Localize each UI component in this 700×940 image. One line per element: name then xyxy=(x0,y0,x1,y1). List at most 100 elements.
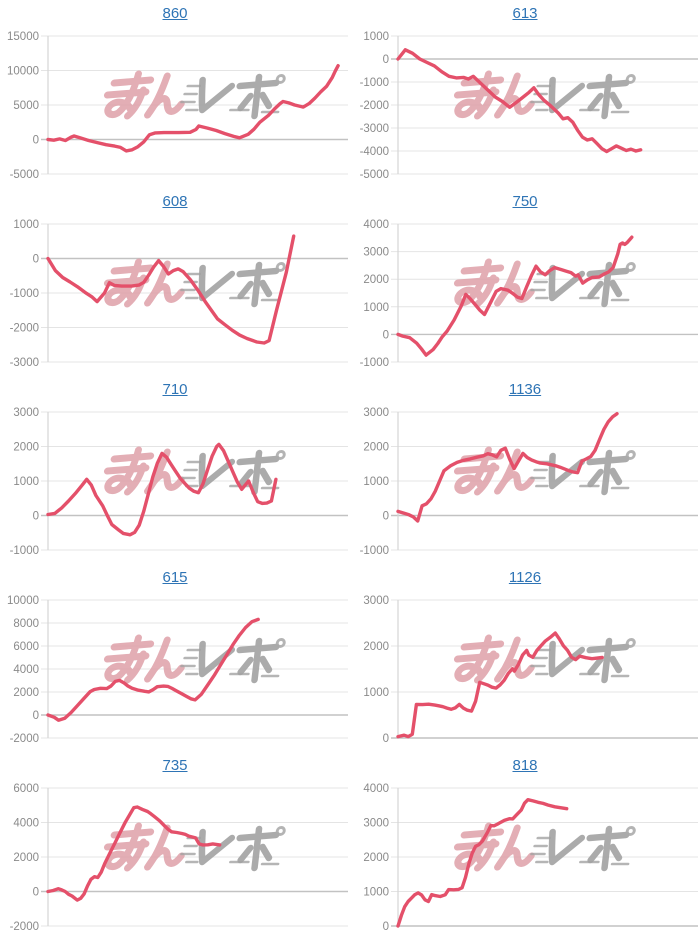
series-line xyxy=(46,234,296,345)
y-axis-label: 10000 xyxy=(7,66,39,78)
y-axis-label: -1000 xyxy=(10,288,39,300)
chart-title-link[interactable]: 735 xyxy=(162,757,188,774)
y-axis-label: 4000 xyxy=(363,783,389,795)
watermark-speed-lines xyxy=(530,84,630,114)
y-axis-label: 1000 xyxy=(13,219,39,231)
chart-title-link[interactable]: 1136 xyxy=(508,381,542,398)
y-axis-label: 4000 xyxy=(13,818,39,830)
chart-cell: 860 15000 10000 5000 0 -5000 xyxy=(0,0,350,188)
y-axis-label: 0 xyxy=(33,887,39,899)
y-axis-label: 0 xyxy=(33,254,39,266)
watermark-speed-lines xyxy=(180,648,280,678)
chart-cell: 615 10000 8000 6000 4000 2000 0 -2000 xyxy=(0,564,350,752)
series-line xyxy=(46,64,340,153)
chart-plot: 1000 0 -1000 -2000 -3000 -4000 -5000 xyxy=(360,31,698,181)
watermark-gray-part xyxy=(548,637,636,684)
chart-title-row: 613 xyxy=(350,0,700,24)
y-axis-label: -2000 xyxy=(10,921,39,933)
series-line xyxy=(396,48,643,154)
chart-cell: 735 6000 4000 2000 0 -2000 xyxy=(0,752,350,940)
y-axis-label: -2000 xyxy=(10,323,39,335)
y-axis-label: 1000 xyxy=(13,476,39,488)
chart-title-row: 608 xyxy=(0,188,350,212)
watermark-pink-part xyxy=(103,446,185,496)
y-axis-label: 6000 xyxy=(13,783,39,795)
y-axis-label: 2000 xyxy=(363,641,389,653)
y-axis-label: 3000 xyxy=(363,247,389,259)
y-axis-label: 0 xyxy=(383,921,389,933)
chart-plot: 3000 2000 1000 0 xyxy=(363,595,698,745)
series-line xyxy=(396,411,619,523)
y-axis-label: 10000 xyxy=(7,595,39,607)
y-axis-label: 0 xyxy=(33,710,39,722)
watermark-gray-part xyxy=(548,73,636,120)
chart-plot: 10000 8000 6000 4000 2000 0 -2000 xyxy=(7,595,348,745)
series-line xyxy=(396,631,604,739)
chart-title-link[interactable]: 1126 xyxy=(508,569,542,586)
chart-title-row: 735 xyxy=(0,752,350,776)
y-axis-label: -5000 xyxy=(10,169,39,181)
watermark-speed-lines xyxy=(530,648,630,678)
chart-cell: 608 1000 0 -1000 -2000 -3000 xyxy=(0,188,350,376)
chart-title-row: 615 xyxy=(0,564,350,588)
series-line xyxy=(46,442,278,537)
chart-cell: 818 4000 3000 2000 1000 0 xyxy=(350,752,700,940)
y-axis-label: -4000 xyxy=(360,146,389,158)
chart-plot: 4000 3000 2000 1000 0 -1000 xyxy=(360,219,698,369)
minrepo-watermark xyxy=(103,446,286,496)
y-axis-label: 2000 xyxy=(363,442,389,454)
chart-plot: 1000 0 -1000 -2000 -3000 xyxy=(10,219,348,369)
chart-plot: 6000 4000 2000 0 -2000 xyxy=(10,783,348,933)
chart-plot: 4000 3000 2000 1000 0 xyxy=(363,783,698,933)
y-axis-label: 4000 xyxy=(363,219,389,231)
y-axis-label: -1000 xyxy=(10,545,39,557)
watermark-gray-part xyxy=(198,73,286,120)
chart-plot: 15000 10000 5000 0 -5000 xyxy=(7,31,348,181)
chart-cell: 613 1000 0 -1000 -2000 -3000 -4000 -5000 xyxy=(350,0,700,188)
chart-title-row: 750 xyxy=(350,188,700,212)
watermark-gray-part xyxy=(548,449,636,496)
y-axis-label: -2000 xyxy=(10,733,39,745)
y-axis-label: -1000 xyxy=(360,357,389,369)
y-axis-label: -3000 xyxy=(360,123,389,135)
y-axis-label: 0 xyxy=(33,511,39,523)
y-axis-label: 0 xyxy=(383,733,389,745)
chart-title-link[interactable]: 615 xyxy=(162,569,188,586)
chart-plot: 3000 2000 1000 0 -1000 xyxy=(10,407,348,557)
watermark-pink-part xyxy=(453,822,535,872)
chart-title-row: 710 xyxy=(0,376,350,400)
chart-cell: 1126 3000 2000 1000 0 xyxy=(350,564,700,752)
chart-cell: 1136 3000 2000 1000 0 -1000 xyxy=(350,376,700,564)
series-line xyxy=(396,798,569,928)
y-axis-label: 3000 xyxy=(363,407,389,419)
y-axis-label: 8000 xyxy=(13,618,39,630)
series-line xyxy=(46,617,260,722)
y-axis-label: 5000 xyxy=(13,100,39,112)
chart-title-link[interactable]: 710 xyxy=(162,381,188,398)
minrepo-watermark xyxy=(103,634,286,684)
watermark-gray-part xyxy=(548,261,636,308)
chart-title-row: 1136 xyxy=(350,376,700,400)
chart-title-link[interactable]: 818 xyxy=(512,757,538,774)
chart-title-link[interactable]: 750 xyxy=(512,193,538,210)
minrepo-watermark xyxy=(103,70,286,120)
y-axis-label: 2000 xyxy=(13,687,39,699)
minrepo-watermark xyxy=(453,258,636,308)
y-axis-label: 0 xyxy=(383,511,389,523)
series-line xyxy=(46,805,222,902)
y-axis-label: 0 xyxy=(33,135,39,147)
chart-title-link[interactable]: 608 xyxy=(162,193,188,210)
chart-title-row: 860 xyxy=(0,0,350,24)
y-axis-label: 15000 xyxy=(7,31,39,43)
chart-title-row: 818 xyxy=(350,752,700,776)
y-axis-label: 3000 xyxy=(363,595,389,607)
y-axis-label: 1000 xyxy=(363,302,389,314)
watermark-pink-part xyxy=(103,634,185,684)
chart-title-link[interactable]: 860 xyxy=(162,5,188,22)
minrepo-watermark xyxy=(103,822,286,872)
y-axis-label: -5000 xyxy=(360,169,389,181)
chart-title-link[interactable]: 613 xyxy=(512,5,538,22)
minrepo-watermark xyxy=(453,70,636,120)
watermark-pink-part xyxy=(103,70,185,120)
